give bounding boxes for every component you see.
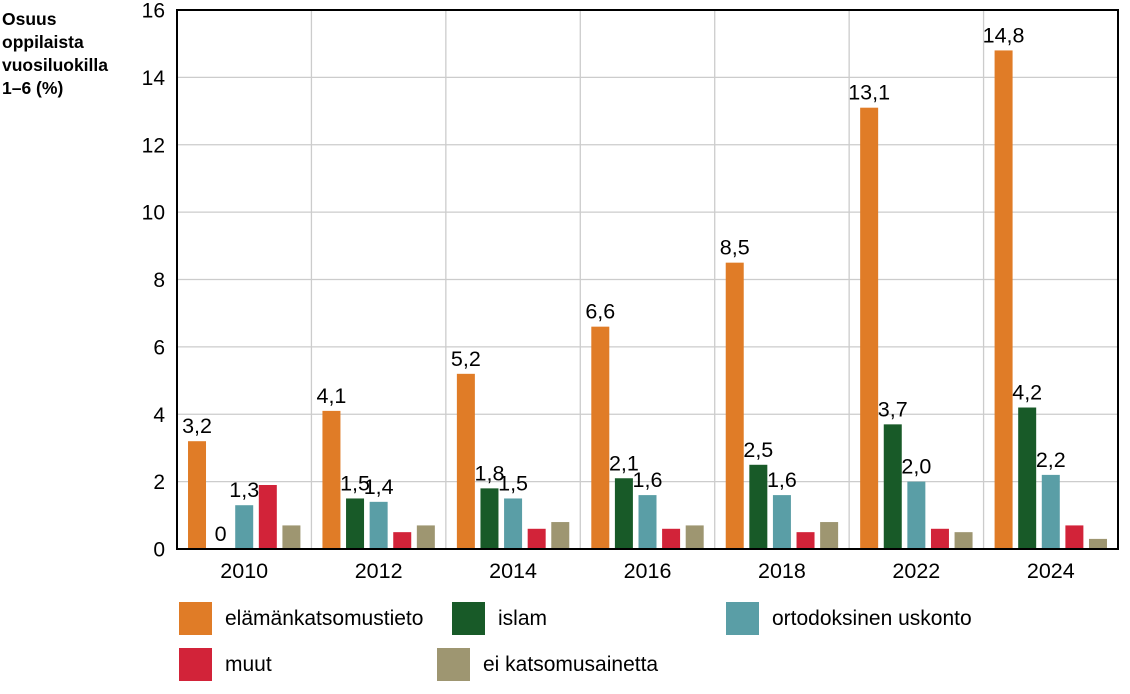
bar-ortodoksinen-uskonto-2022 <box>907 481 926 549</box>
legend-swatch <box>726 602 759 635</box>
legend-item-islam: islam <box>452 602 547 635</box>
bar-islam-2016 <box>614 478 633 549</box>
legend-label: ei katsomusainetta <box>483 652 659 676</box>
bar-muut-2014 <box>527 528 546 549</box>
bar-ortodoksinen-uskonto-2010 <box>235 505 254 549</box>
bar-ei-katsomusainetta-2024 <box>1088 538 1107 549</box>
y-tick-label: 16 <box>142 0 165 23</box>
legend-label: elämänkatsomustieto <box>225 606 424 630</box>
bar-value-label: 4,1 <box>316 384 346 408</box>
bar-elämänkatsomustieto-2010 <box>188 441 207 549</box>
legend-label: islam <box>498 606 548 630</box>
bar-value-label: 2,5 <box>743 438 773 462</box>
bar-value-label: 2,2 <box>1036 448 1066 472</box>
bar-ei-katsomusainetta-2012 <box>416 525 435 549</box>
bar-value-label: 14,8 <box>983 23 1025 47</box>
bar-value-label: 1,6 <box>633 468 663 492</box>
x-tick-label: 2018 <box>758 559 806 583</box>
bar-value-label: 2,0 <box>901 455 931 479</box>
bar-elämänkatsomustieto-2016 <box>591 326 610 549</box>
bar-value-label: 6,6 <box>585 300 615 324</box>
bar-elämänkatsomustieto-2018 <box>725 262 744 549</box>
x-tick-label: 2010 <box>220 559 268 583</box>
bar-ortodoksinen-uskonto-2018 <box>772 495 791 549</box>
bar-ei-katsomusainetta-2016 <box>685 525 704 549</box>
bar-muut-2022 <box>930 528 949 549</box>
bar-islam-2012 <box>346 498 365 549</box>
legend-swatch <box>452 602 485 635</box>
bar-value-label: 0 <box>215 522 227 546</box>
bar-value-label: 4,2 <box>1012 381 1042 405</box>
bar-elämänkatsomustieto-2014 <box>456 373 475 549</box>
bar-elämänkatsomustieto-2024 <box>994 50 1013 550</box>
y-tick-label: 0 <box>153 539 165 562</box>
y-tick-label: 8 <box>153 269 165 292</box>
x-tick-label: 2022 <box>892 559 940 583</box>
legend-swatch <box>179 648 212 681</box>
bar-value-label: 5,2 <box>451 347 481 371</box>
bar-value-label: 1,5 <box>498 471 528 495</box>
bar-islam-2024 <box>1018 407 1037 549</box>
y-tick-label: 4 <box>153 404 165 427</box>
x-tick-label: 2016 <box>624 559 672 583</box>
bar-ei-katsomusainetta-2010 <box>282 525 301 549</box>
legend-label: ortodoksinen uskonto <box>772 606 972 630</box>
bar-ortodoksinen-uskonto-2014 <box>504 498 523 549</box>
bar-muut-2016 <box>662 528 681 549</box>
bar-value-label: 1,5 <box>340 471 370 495</box>
bar-value-label: 1,8 <box>475 461 505 485</box>
y-tick-label: 14 <box>142 67 166 90</box>
y-axis-title: Osuus oppilaista vuosiluokilla 1–6 (%) <box>2 9 108 98</box>
legend-item-ei-katsomusainetta: ei katsomusainetta <box>437 648 658 681</box>
legend-swatch <box>437 648 470 681</box>
bar-ortodoksinen-uskonto-2016 <box>638 495 657 549</box>
legend-swatch <box>179 602 212 635</box>
bar-value-label: 13,1 <box>848 81 890 105</box>
bar-muut-2012 <box>393 532 412 549</box>
bar-elämänkatsomustieto-2022 <box>860 107 879 549</box>
bar-chart: 3,201,320104,11,51,420125,21,81,520146,6… <box>142 0 1119 583</box>
bar-value-label: 2,1 <box>609 451 639 475</box>
bar-elämänkatsomustieto-2012 <box>322 410 341 549</box>
plot-frame <box>176 9 1119 550</box>
y-tick-label: 2 <box>153 471 165 494</box>
legend-label: muut <box>225 652 272 676</box>
bar-value-label: 3,2 <box>182 414 212 438</box>
bar-ei-katsomusainetta-2018 <box>820 522 839 549</box>
bar-value-label: 1,6 <box>767 468 797 492</box>
bar-muut-2018 <box>796 532 815 549</box>
bar-islam-2022 <box>883 424 902 549</box>
bar-ei-katsomusainetta-2014 <box>551 522 570 549</box>
bar-value-label: 1,4 <box>364 475 394 499</box>
bar-ortodoksinen-uskonto-2024 <box>1041 474 1060 549</box>
bar-islam-2018 <box>749 464 768 549</box>
x-tick-label: 2012 <box>355 559 403 583</box>
bar-value-label: 1,3 <box>229 478 259 502</box>
bar-value-label: 3,7 <box>878 397 908 421</box>
x-tick-label: 2014 <box>489 559 537 583</box>
y-tick-label: 10 <box>142 202 165 225</box>
y-tick-label: 6 <box>153 336 165 359</box>
bar-ei-katsomusainetta-2022 <box>954 532 973 549</box>
y-tick-label: 12 <box>142 134 165 157</box>
bar-ortodoksinen-uskonto-2012 <box>369 501 388 549</box>
x-tick-label: 2024 <box>1027 559 1075 583</box>
bar-value-label: 8,5 <box>720 236 750 260</box>
bar-islam-2014 <box>480 488 499 549</box>
legend-item-elämänkatsomustieto: elämänkatsomustieto <box>179 602 423 635</box>
legend-item-ortodoksinen-uskonto: ortodoksinen uskonto <box>726 602 972 635</box>
legend-item-muut: muut <box>179 648 272 681</box>
bar-muut-2010 <box>258 484 277 549</box>
bar-muut-2024 <box>1065 525 1084 549</box>
